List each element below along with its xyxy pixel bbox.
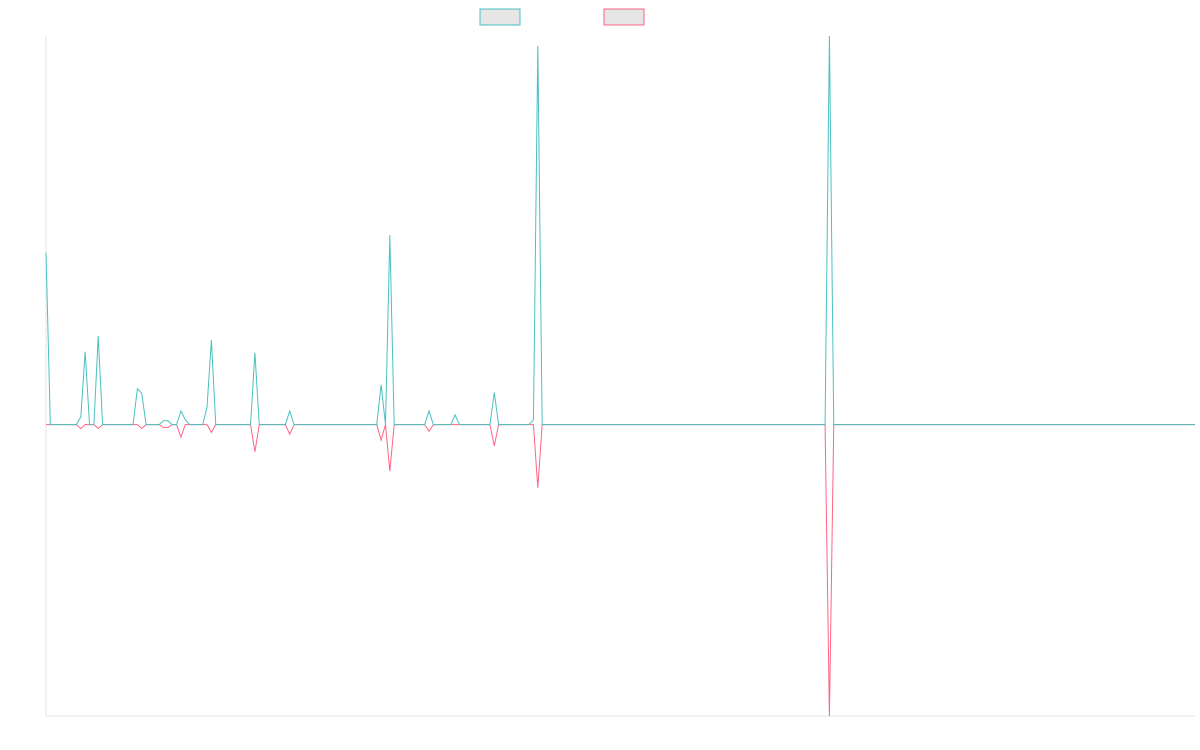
series-line [45,35,1195,426]
series-line [46,424,1195,717]
legend-swatch [479,8,521,26]
legend-swatch [603,8,645,26]
